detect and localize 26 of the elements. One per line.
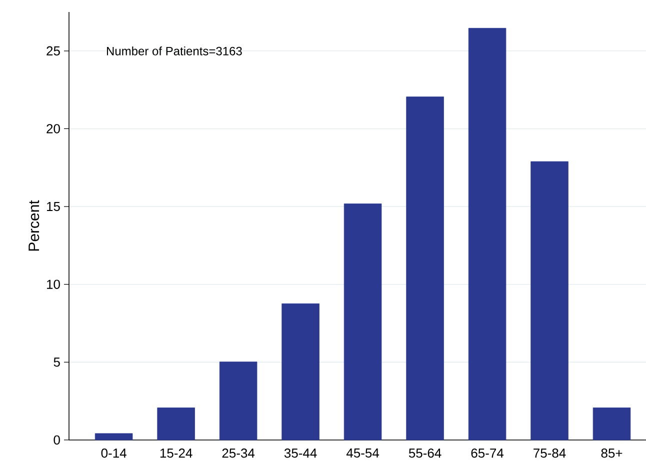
y-tick-label: 10	[47, 280, 60, 289]
bar	[344, 204, 382, 440]
y-tick-label: 25	[46, 46, 60, 56]
bar	[530, 161, 568, 440]
bar	[219, 362, 258, 440]
x-tick-label: 75-84	[534, 448, 566, 458]
x-tick-label: 15-24	[160, 448, 192, 458]
x-tick-label: 45-54	[346, 448, 380, 458]
bar	[94, 433, 133, 440]
bar	[282, 303, 320, 440]
annotation: Number of Patients=3163	[106, 46, 242, 56]
bar	[157, 408, 195, 440]
y-tick-label: 0	[54, 435, 60, 445]
bar	[468, 28, 506, 440]
x-tick-label: 85+	[601, 448, 622, 458]
y-axis-title: Percent	[28, 200, 40, 251]
x-tick-label: 35-44	[284, 448, 317, 458]
x-tick-label: 25-34	[222, 448, 255, 458]
bar	[592, 408, 631, 440]
y-tick-label: 5	[54, 358, 60, 367]
x-tick-label: 0-14	[101, 448, 126, 458]
y-tick-label: 20	[46, 124, 60, 134]
x-tick-label: 55-64	[408, 448, 442, 458]
bar	[406, 96, 444, 440]
y-tick-label: 15	[47, 202, 60, 212]
x-tick-label: 65-74	[471, 448, 504, 458]
